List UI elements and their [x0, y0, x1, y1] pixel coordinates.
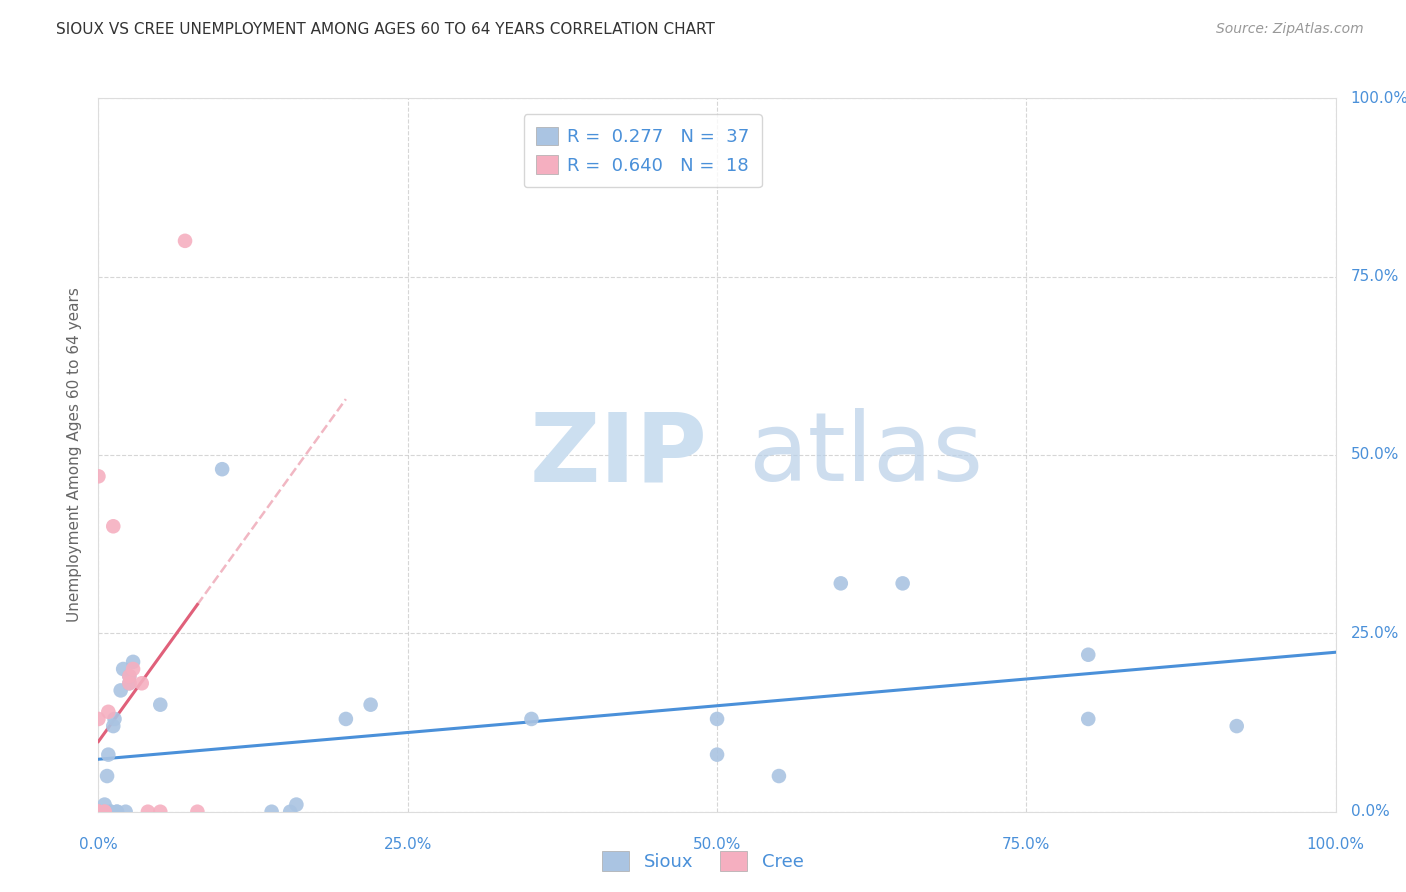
Point: [103, 519, 125, 533]
Point: [186, 805, 208, 819]
Point: [93, 805, 115, 819]
Point: [87, 805, 110, 819]
Point: [118, 669, 141, 683]
Point: [105, 805, 128, 819]
Text: 100.0%: 100.0%: [1306, 837, 1365, 852]
Point: [97, 747, 120, 762]
Point: [103, 712, 125, 726]
Point: [1226, 719, 1249, 733]
Point: [87, 805, 110, 819]
Point: [260, 805, 283, 819]
Point: [87, 805, 110, 819]
Point: [122, 655, 145, 669]
Y-axis label: Unemployment Among Ages 60 to 64 years: Unemployment Among Ages 60 to 64 years: [67, 287, 83, 623]
Point: [93, 797, 115, 812]
Point: [118, 676, 141, 690]
Point: [87, 805, 110, 819]
Point: [285, 797, 308, 812]
Text: SIOUX VS CREE UNEMPLOYMENT AMONG AGES 60 TO 64 YEARS CORRELATION CHART: SIOUX VS CREE UNEMPLOYMENT AMONG AGES 60…: [56, 22, 716, 37]
Point: [103, 719, 125, 733]
Legend: R =  0.277   N =  37, R =  0.640   N =  18: R = 0.277 N = 37, R = 0.640 N = 18: [523, 114, 762, 187]
Point: [93, 805, 115, 819]
Point: [174, 234, 197, 248]
Point: [149, 698, 172, 712]
Point: [706, 712, 728, 726]
Point: [118, 669, 141, 683]
Point: [87, 805, 110, 819]
Text: 75.0%: 75.0%: [1351, 269, 1399, 284]
Point: [768, 769, 790, 783]
Point: [830, 576, 852, 591]
Text: Source: ZipAtlas.com: Source: ZipAtlas.com: [1216, 22, 1364, 37]
Point: [100, 805, 122, 819]
Point: [112, 662, 135, 676]
Point: [706, 747, 728, 762]
Point: [87, 805, 110, 819]
Point: [87, 805, 110, 819]
Point: [87, 712, 110, 726]
Point: [105, 805, 128, 819]
Point: [1077, 712, 1099, 726]
Point: [1077, 648, 1099, 662]
Point: [97, 705, 120, 719]
Point: [87, 469, 110, 483]
Text: 50.0%: 50.0%: [693, 837, 741, 852]
Text: 25.0%: 25.0%: [1351, 626, 1399, 640]
Point: [891, 576, 914, 591]
Point: [335, 712, 357, 726]
Point: [93, 805, 115, 819]
Text: ZIP: ZIP: [529, 409, 707, 501]
Point: [100, 805, 122, 819]
Point: [110, 683, 132, 698]
Text: atlas: atlas: [748, 409, 983, 501]
Legend: Sioux, Cree: Sioux, Cree: [595, 844, 811, 879]
Text: 0.0%: 0.0%: [1351, 805, 1389, 819]
Point: [87, 805, 110, 819]
Point: [360, 698, 382, 712]
Point: [211, 462, 233, 476]
Point: [136, 805, 159, 819]
Point: [122, 662, 145, 676]
Text: 50.0%: 50.0%: [1351, 448, 1399, 462]
Point: [114, 805, 136, 819]
Point: [96, 769, 118, 783]
Text: 0.0%: 0.0%: [79, 837, 118, 852]
Point: [118, 676, 141, 690]
Point: [149, 805, 172, 819]
Point: [131, 676, 153, 690]
Text: 75.0%: 75.0%: [1002, 837, 1050, 852]
Text: 100.0%: 100.0%: [1351, 91, 1406, 105]
Point: [520, 712, 543, 726]
Point: [278, 805, 301, 819]
Text: 25.0%: 25.0%: [384, 837, 432, 852]
Point: [87, 805, 110, 819]
